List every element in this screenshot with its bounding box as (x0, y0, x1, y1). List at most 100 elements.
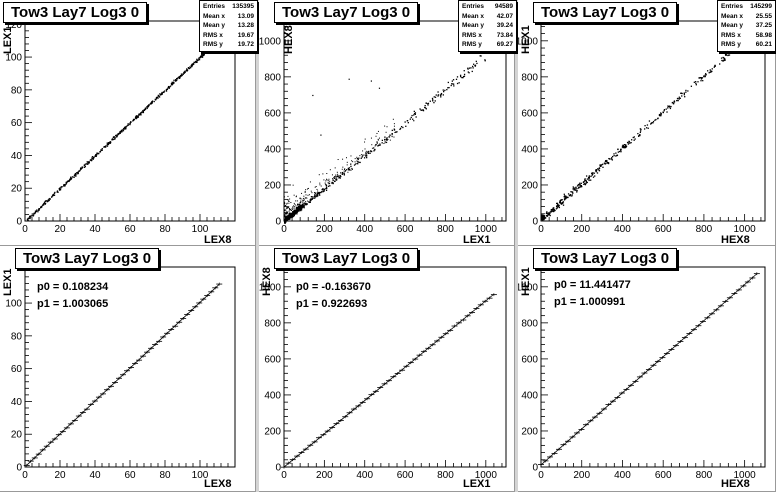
scatter-point (388, 136, 391, 138)
scatter-point (579, 184, 581, 186)
scatter-point (695, 81, 697, 83)
scatter-point (285, 213, 287, 215)
scatter-point (713, 66, 715, 68)
scatter-point (318, 191, 320, 194)
scatter-point (101, 149, 103, 151)
plot-pad-1: 0 20 40 60 80 100 0 20 40 60 80 100 120 Tow3 Lay7 Lo… (0, 0, 258, 246)
scatter-point (364, 148, 366, 150)
x-tick-label: 1000 (734, 470, 757, 481)
scatter-point (424, 106, 426, 109)
scatter-point (163, 90, 166, 92)
scatter-point (647, 127, 649, 129)
scatter-point (284, 220, 286, 223)
scatter-point (375, 143, 377, 146)
scatter-point (431, 97, 434, 100)
scatter-point (356, 163, 358, 165)
scatter-point (613, 153, 615, 155)
scatter-point (181, 74, 183, 76)
scatter-point (704, 74, 706, 76)
scatter-point (175, 80, 177, 82)
scatter-point (558, 206, 561, 209)
scatter-point (627, 143, 630, 145)
stat-value: 19.72 (237, 41, 254, 49)
scatter-point (358, 157, 360, 159)
scatter-point (331, 174, 333, 176)
scatter-point (73, 176, 75, 178)
scatter-point (406, 120, 409, 122)
scatter-point (165, 88, 168, 91)
y-tick-label: 80 (11, 331, 23, 342)
scatter-point (557, 204, 560, 206)
scatter-point (285, 212, 287, 214)
scatter-point (602, 163, 604, 165)
scatter-point (384, 136, 386, 138)
scatter-point (192, 63, 194, 65)
scatter-point (471, 65, 474, 68)
scatter-point (157, 94, 160, 97)
scatter-point (300, 209, 302, 211)
scatter-point (203, 52, 205, 54)
scatter-point (425, 108, 427, 110)
scatter-point (601, 164, 603, 166)
scatter-point (44, 200, 47, 202)
scatter-point (124, 126, 126, 128)
scatter-point (300, 200, 302, 202)
scatter-point (37, 209, 39, 211)
scatter-point (142, 111, 145, 114)
scatter-point (291, 207, 293, 209)
scatter-point (543, 218, 545, 221)
scatter-point (448, 86, 450, 89)
scatter-point (452, 83, 454, 85)
scatter-point (719, 63, 721, 65)
scatter-point (346, 164, 348, 166)
scatter-point (681, 92, 683, 95)
scatter-point (296, 209, 298, 211)
x-tick-label: 0 (22, 224, 28, 235)
scatter-point (35, 210, 38, 213)
scatter-point (327, 185, 330, 187)
scatter-point (148, 104, 150, 107)
scatter-point (304, 191, 306, 193)
scatter-point (292, 211, 294, 213)
scatter-point (92, 156, 95, 159)
plot-1-stats-box: Entries 135395 Mean x 13.09 Mean y 13.28 RM… (199, 0, 258, 52)
scatter-point (588, 178, 590, 180)
scatter-point (480, 55, 482, 57)
x-tick-label: 200 (573, 224, 590, 235)
scatter-point (301, 201, 303, 203)
scatter-point (159, 93, 161, 95)
scatter-point (553, 207, 555, 209)
scatter-point (136, 117, 138, 119)
scatter-point (625, 146, 627, 148)
stat-value: 69.27 (496, 41, 513, 49)
scatter-point (328, 178, 330, 180)
scatter-point (556, 202, 559, 205)
scatter-point (546, 212, 548, 215)
scatter-point (393, 136, 395, 138)
scatter-point (325, 189, 328, 192)
scatter-point (375, 135, 377, 137)
scatter-point (132, 119, 135, 122)
fit-p1: p1 = 1.000991 (554, 296, 626, 308)
scatter-point (456, 76, 459, 78)
scatter-point (632, 136, 634, 139)
scatter-point (427, 104, 429, 106)
scatter-point (365, 156, 368, 159)
scatter-point (307, 194, 309, 196)
scatter-point (344, 168, 346, 170)
scatter-point (327, 182, 329, 184)
scatter-point (323, 188, 326, 190)
scatter-point (294, 204, 296, 206)
stat-label: RMS x (721, 31, 741, 39)
scatter-point (285, 218, 287, 220)
scatter-point (312, 94, 314, 97)
scatter-point (200, 55, 203, 57)
scatter-point (567, 196, 569, 199)
scatter-point (326, 173, 328, 175)
scatter-point (574, 187, 576, 189)
scatter-point (385, 141, 388, 144)
scatter-point (303, 204, 306, 206)
x-tick-label: 800 (437, 224, 454, 235)
scatter-point (154, 98, 157, 100)
scatter-point (180, 74, 183, 77)
